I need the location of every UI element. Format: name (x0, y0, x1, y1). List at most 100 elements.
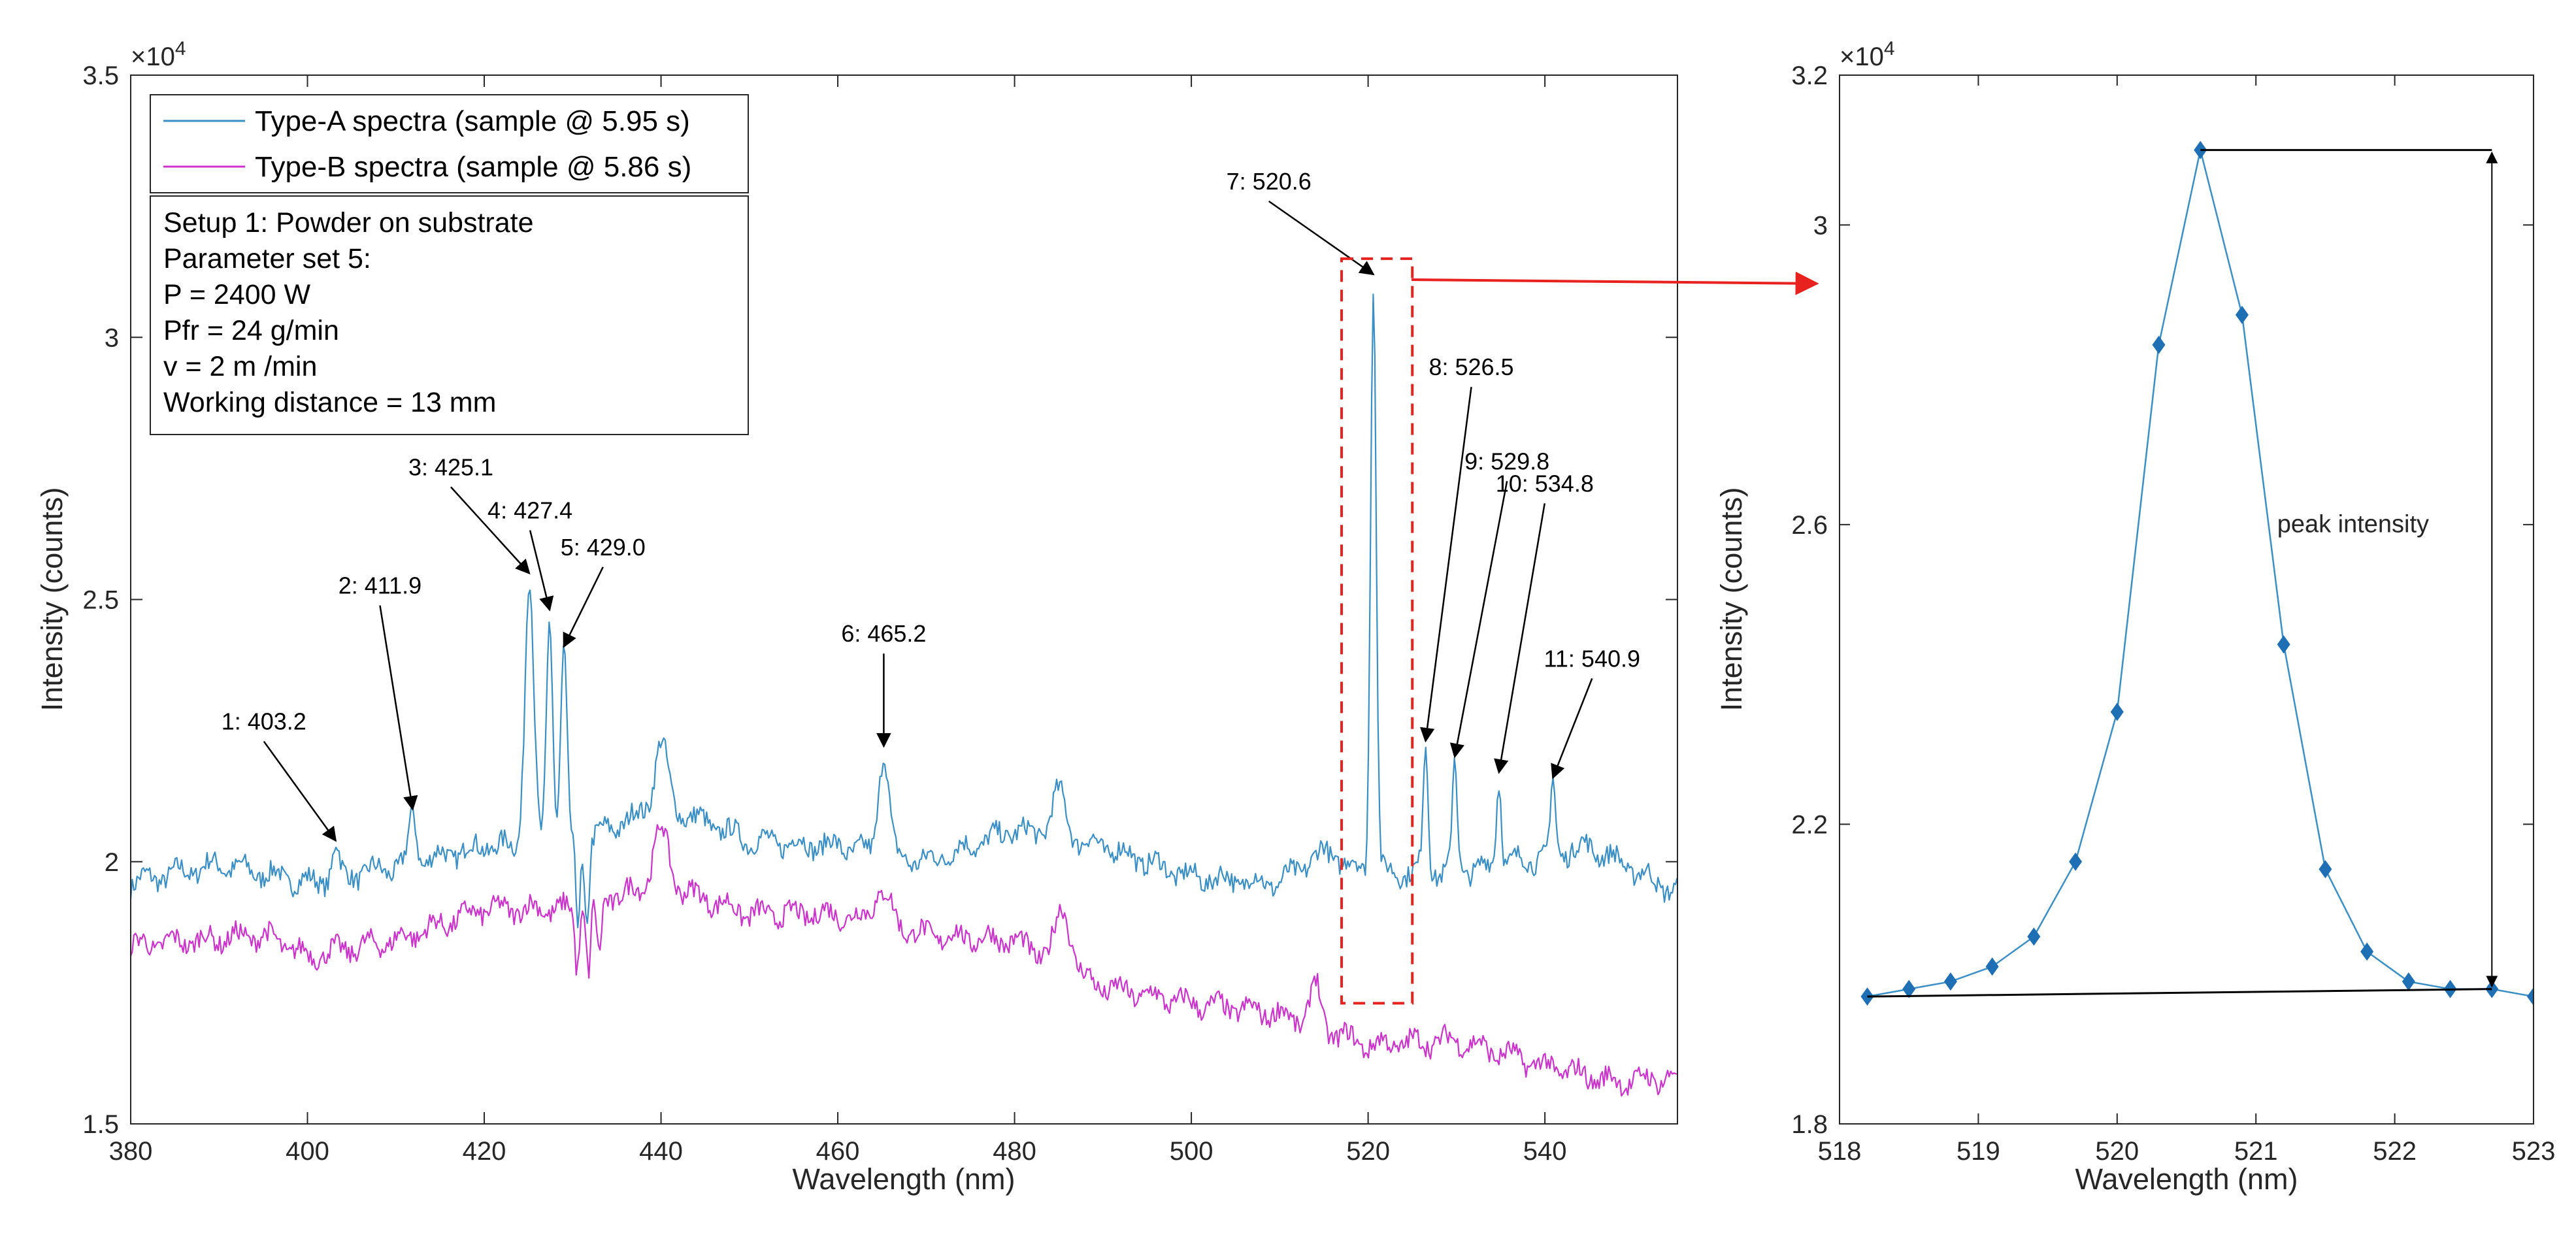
peak-annotation: 8: 526.5 (1419, 353, 1514, 743)
zoom-data-point (2319, 860, 2332, 879)
peak-annotation: 7: 520.6 (1227, 168, 1375, 276)
annotation-arrow (1449, 481, 1508, 759)
zoom-y-tick-label: 2.2 (1791, 810, 1828, 839)
annotation-arrow (379, 605, 418, 811)
zoom-axes-box (1839, 74, 2534, 1125)
zoom-data-point (2235, 305, 2249, 324)
info-line-parameter-set: Parameter set 5: (163, 243, 371, 274)
info-line-power: P = 2400 W (163, 279, 311, 310)
main-x-axis-label: Wavelength (nm) (793, 1162, 1016, 1196)
zoom-data-point (2402, 972, 2415, 991)
annotation-label: 2: 411.9 (339, 572, 421, 599)
peak-annotation: 4: 427.4 (487, 497, 572, 612)
main-x-tick-label: 420 (463, 1137, 506, 1166)
peak-annotation: 9: 529.8 (1449, 448, 1549, 759)
zoom-x-tick-label: 518 (1818, 1137, 1862, 1166)
peak-annotation: 10: 534.8 (1494, 470, 1594, 774)
zoom-data-point (2360, 942, 2374, 961)
annotation-arrow (1494, 503, 1546, 774)
zoom-y-tick-label: 1.8 (1791, 1110, 1828, 1139)
annotation-arrow (529, 530, 554, 612)
zoom-data-point (2069, 852, 2083, 871)
main-x-tick-label: 480 (993, 1137, 1036, 1166)
zoom-data-point (2152, 335, 2166, 354)
peak-annotation: 11: 540.9 (1544, 645, 1640, 780)
main-x-tick-label: 400 (286, 1137, 329, 1166)
main-y-tick-label: 3.5 (82, 61, 119, 90)
annotation-label: 11: 540.9 (1544, 645, 1640, 672)
main-axes-box (130, 74, 1678, 1125)
zoom-data-point (2027, 927, 2041, 946)
zoom-data-point (1902, 979, 1916, 998)
main-x-tick-label: 520 (1346, 1137, 1390, 1166)
annotation-label: 4: 427.4 (487, 497, 572, 524)
main-y-axis-label: Intensity (counts) (35, 487, 69, 712)
zoom-y-tick-label: 2.6 (1791, 511, 1828, 540)
zoom-data-point (2277, 635, 2290, 654)
main-spectrum-chart: 380 400 420 440 460 480 500 520 540 1.5 2 2.5 3 3.5 1… (35, 38, 1678, 1196)
peak-annotation: 5: 429.0 (561, 534, 646, 648)
zoom-y-axis-label: Intensity (counts) (1715, 487, 1748, 712)
series-line-type-a (131, 293, 1677, 929)
zoom-plot-area (1840, 75, 2534, 1124)
zoom-data-point (2527, 987, 2534, 1006)
zoom-y-tick-label: 3.2 (1791, 61, 1828, 90)
annotation-arrow (1419, 387, 1472, 743)
main-y-exponent: ×104 (131, 38, 186, 71)
annotation-arrow (1551, 678, 1593, 780)
annotation-arrow (1268, 200, 1375, 276)
main-legend: Type-A spectra (sample @ 5.95 s) Type-B … (150, 94, 749, 193)
zoom-region-box (1340, 257, 1414, 1005)
main-x-tick-label: 440 (639, 1137, 683, 1166)
annotation-label: 9: 529.8 (1464, 448, 1549, 474)
zoom-data-point (1943, 972, 1957, 991)
zoom-data-point (1985, 957, 1999, 976)
annotation-label: 3: 425.1 (408, 453, 493, 480)
annotation-arrow (450, 486, 531, 575)
info-line-velocity: v = 2 m /min (163, 351, 317, 382)
main-y-tick-label: 3 (105, 323, 119, 352)
setup-info-box: Setup 1: Powder on substrate Parameter s… (150, 195, 749, 435)
zoom-x-tick-label: 520 (2095, 1137, 2139, 1166)
zoom-x-tick-label: 522 (2373, 1137, 2417, 1166)
zoom-connector-arrow (1411, 271, 1819, 295)
peak-annotation: 6: 465.2 (841, 620, 926, 748)
annotation-label: 7: 520.6 (1227, 168, 1312, 195)
annotation-arrow (263, 740, 337, 842)
annotation-arrow (563, 567, 604, 648)
main-x-tick-label: 540 (1523, 1137, 1567, 1166)
main-y-tick-label: 2 (105, 848, 119, 877)
zoom-peak-chart: 518 519 520 521 522 523 1.8 2.2 2.6 3 3.2 ×104 Wav… (1715, 38, 2555, 1196)
legend-label-type-a: Type-A spectra (sample @ 5.95 s) (255, 105, 690, 137)
info-box-frame (150, 195, 749, 435)
annotation-label: 6: 465.2 (841, 620, 926, 647)
annotation-label: 1: 403.2 (222, 708, 306, 735)
baseline-line (1867, 988, 2492, 998)
zoom-data-point (2110, 702, 2124, 721)
series-line-type-b (131, 824, 1677, 1097)
legend-label-type-b: Type-B spectra (sample @ 5.86 s) (255, 151, 691, 183)
main-x-tick-label: 460 (816, 1137, 860, 1166)
legend-box (150, 94, 749, 193)
zoom-x-tick-label: 521 (2234, 1137, 2278, 1166)
zoom-x-tick-label: 523 (2512, 1137, 2556, 1166)
peak-intensity-label: peak intensity (2277, 510, 2429, 538)
main-y-tick-label: 2.5 (82, 586, 119, 615)
main-x-tick-label: 380 (109, 1137, 153, 1166)
annotation-label: 5: 429.0 (561, 534, 646, 561)
zoom-x-tick-label: 519 (1957, 1137, 2000, 1166)
annotation-label: 10: 534.8 (1496, 470, 1594, 497)
info-line-working-distance: Working distance = 13 mm (163, 387, 496, 418)
info-line-setup: Setup 1: Powder on substrate (163, 207, 534, 238)
main-y-tick-label: 1.5 (82, 1110, 119, 1139)
zoom-y-exponent: ×104 (1840, 38, 1895, 71)
peak-annotation: 3: 425.1 (408, 453, 531, 575)
annotation-label: 8: 526.5 (1428, 353, 1513, 380)
info-line-powder-feed-rate: Pfr = 24 g/min (163, 315, 339, 346)
zoom-y-tick-label: 3 (1813, 211, 1828, 240)
peak-annotation: 1: 403.2 (222, 708, 337, 842)
main-x-tick-label: 500 (1170, 1137, 1214, 1166)
peak-annotation: 2: 411.9 (339, 572, 421, 811)
zoom-x-axis-label: Wavelength (nm) (2075, 1162, 2298, 1196)
